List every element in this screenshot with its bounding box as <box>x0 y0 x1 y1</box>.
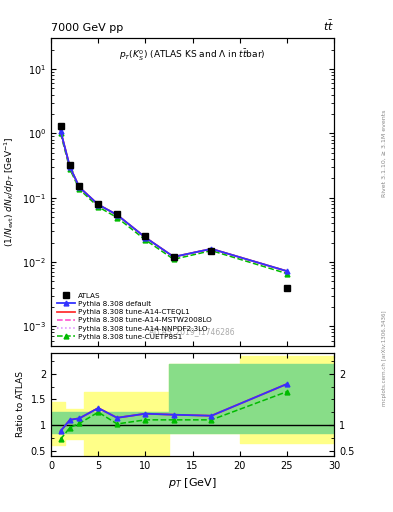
Line: Pythia 8.308 tune-A14-CTEQL1: Pythia 8.308 tune-A14-CTEQL1 <box>61 131 287 271</box>
Pythia 8.308 tune-A14-MSTW2008LO <box>143 234 148 241</box>
Pythia 8.308 default <box>58 127 63 134</box>
Pythia 8.308 tune-A14-MSTW2008LO <box>209 246 214 252</box>
Pythia 8.308 tune-A14-MSTW2008LO <box>285 268 289 274</box>
Pythia 8.308 tune-A14-NNPDF2.3LO <box>77 184 82 190</box>
ATLAS <box>143 233 148 240</box>
Text: Rivet 3.1.10, ≥ 3.1M events: Rivet 3.1.10, ≥ 3.1M events <box>382 110 387 197</box>
Pythia 8.308 tune-A14-CTEQL1 <box>58 127 63 134</box>
Pythia 8.308 default <box>68 164 72 170</box>
ATLAS <box>96 201 101 207</box>
Line: Pythia 8.308 tune-A14-NNPDF2.3LO: Pythia 8.308 tune-A14-NNPDF2.3LO <box>61 131 287 271</box>
Pythia 8.308 tune-CUETP8S1 <box>58 130 63 136</box>
Pythia 8.308 tune-A14-MSTW2008LO <box>58 127 63 134</box>
Pythia 8.308 default <box>143 234 148 241</box>
Pythia 8.308 tune-A14-NNPDF2.3LO <box>68 164 72 170</box>
Pythia 8.308 tune-A14-CTEQL1 <box>96 202 101 208</box>
Pythia 8.308 tune-CUETP8S1 <box>285 270 289 276</box>
Text: $t\bar{t}$: $t\bar{t}$ <box>323 19 334 33</box>
Pythia 8.308 tune-A14-CTEQL1 <box>209 246 214 252</box>
Pythia 8.308 tune-A14-MSTW2008LO <box>68 164 72 170</box>
Pythia 8.308 tune-CUETP8S1 <box>143 237 148 243</box>
Pythia 8.308 tune-A14-NNPDF2.3LO <box>209 246 214 252</box>
Pythia 8.308 default <box>171 254 176 260</box>
Pythia 8.308 tune-A14-MSTW2008LO <box>171 254 176 260</box>
Pythia 8.308 tune-A14-MSTW2008LO <box>115 212 119 218</box>
ATLAS <box>171 254 176 260</box>
ATLAS <box>209 248 214 254</box>
ATLAS <box>115 211 119 218</box>
Pythia 8.308 tune-A14-MSTW2008LO <box>77 184 82 190</box>
Pythia 8.308 tune-CUETP8S1 <box>96 204 101 210</box>
Line: Pythia 8.308 tune-CUETP8S1: Pythia 8.308 tune-CUETP8S1 <box>58 131 289 276</box>
Pythia 8.308 tune-A14-NNPDF2.3LO <box>285 268 289 274</box>
Text: mcplots.cern.ch [arXiv:1306.3436]: mcplots.cern.ch [arXiv:1306.3436] <box>382 311 387 406</box>
ATLAS <box>68 162 72 168</box>
Pythia 8.308 tune-A14-CTEQL1 <box>285 268 289 274</box>
Pythia 8.308 tune-CUETP8S1 <box>209 248 214 254</box>
Pythia 8.308 tune-A14-NNPDF2.3LO <box>171 254 176 260</box>
Pythia 8.308 tune-A14-NNPDF2.3LO <box>143 234 148 241</box>
ATLAS <box>58 123 63 129</box>
Legend: ATLAS, Pythia 8.308 default, Pythia 8.308 tune-A14-CTEQL1, Pythia 8.308 tune-A14: ATLAS, Pythia 8.308 default, Pythia 8.30… <box>55 290 214 342</box>
Pythia 8.308 tune-A14-MSTW2008LO <box>96 202 101 208</box>
Y-axis label: $(1/N_\mathrm{evt})\ dN_K/dp_T\ [\mathrm{GeV}^{-1}]$: $(1/N_\mathrm{evt})\ dN_K/dp_T\ [\mathrm… <box>2 137 17 247</box>
Pythia 8.308 tune-A14-NNPDF2.3LO <box>58 127 63 134</box>
ATLAS <box>77 183 82 189</box>
Pythia 8.308 default <box>96 202 101 208</box>
Pythia 8.308 tune-A14-NNPDF2.3LO <box>115 212 119 218</box>
Line: Pythia 8.308 default: Pythia 8.308 default <box>58 129 289 273</box>
Pythia 8.308 tune-CUETP8S1 <box>68 166 72 173</box>
Y-axis label: Ratio to ATLAS: Ratio to ATLAS <box>16 372 25 437</box>
Line: ATLAS: ATLAS <box>57 123 290 291</box>
Pythia 8.308 default <box>115 212 119 218</box>
Pythia 8.308 default <box>77 184 82 190</box>
Pythia 8.308 tune-A14-CTEQL1 <box>77 184 82 190</box>
Text: 7000 GeV pp: 7000 GeV pp <box>51 23 123 33</box>
Text: ATLAS_2019_I1746286: ATLAS_2019_I1746286 <box>149 327 236 336</box>
X-axis label: $p_T$ [GeV]: $p_T$ [GeV] <box>168 476 217 490</box>
ATLAS <box>285 285 289 291</box>
Pythia 8.308 default <box>209 246 214 252</box>
Pythia 8.308 tune-A14-NNPDF2.3LO <box>96 202 101 208</box>
Pythia 8.308 tune-A14-CTEQL1 <box>115 212 119 218</box>
Text: $p_T(K^0_S)$ (ATLAS KS and $\Lambda$ in $t\bar{t}$bar): $p_T(K^0_S)$ (ATLAS KS and $\Lambda$ in … <box>119 48 266 63</box>
Pythia 8.308 tune-CUETP8S1 <box>171 256 176 262</box>
Pythia 8.308 tune-CUETP8S1 <box>115 215 119 221</box>
Pythia 8.308 default <box>285 268 289 274</box>
Pythia 8.308 tune-A14-CTEQL1 <box>68 164 72 170</box>
Pythia 8.308 tune-A14-CTEQL1 <box>143 234 148 241</box>
Pythia 8.308 tune-A14-CTEQL1 <box>171 254 176 260</box>
Line: Pythia 8.308 tune-A14-MSTW2008LO: Pythia 8.308 tune-A14-MSTW2008LO <box>61 131 287 271</box>
Pythia 8.308 tune-CUETP8S1 <box>77 186 82 193</box>
